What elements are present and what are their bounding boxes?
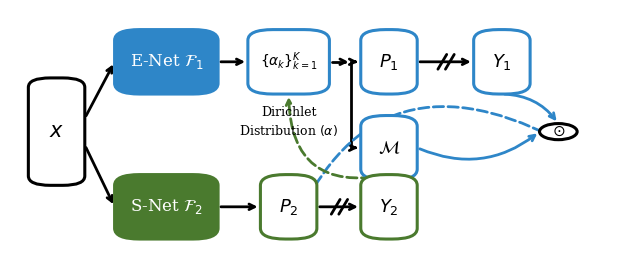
Text: $Y_2$: $Y_2$ [379,197,399,217]
FancyBboxPatch shape [248,30,330,94]
Text: $\{\alpha_k\}_{k=1}^{K}$: $\{\alpha_k\}_{k=1}^{K}$ [260,50,317,73]
Circle shape [540,124,577,140]
Text: $P_2$: $P_2$ [279,197,298,217]
FancyBboxPatch shape [260,175,317,239]
Text: E-Net $\mathcal{F}_1$: E-Net $\mathcal{F}_1$ [129,52,203,71]
Text: Dirichlet
Distribution $(\alpha)$: Dirichlet Distribution $(\alpha)$ [239,106,338,138]
FancyBboxPatch shape [28,78,85,185]
Text: $\odot$: $\odot$ [552,125,565,139]
FancyBboxPatch shape [115,30,218,94]
Text: $Y_1$: $Y_1$ [492,52,512,72]
Text: $x$: $x$ [49,122,64,141]
FancyBboxPatch shape [361,175,417,239]
Text: $\mathcal{M}$: $\mathcal{M}$ [378,139,400,157]
FancyBboxPatch shape [474,30,530,94]
FancyBboxPatch shape [361,30,417,94]
Text: S-Net $\mathcal{F}_2$: S-Net $\mathcal{F}_2$ [130,197,203,216]
Text: $P_1$: $P_1$ [379,52,399,72]
FancyBboxPatch shape [361,116,417,180]
FancyBboxPatch shape [115,175,218,239]
